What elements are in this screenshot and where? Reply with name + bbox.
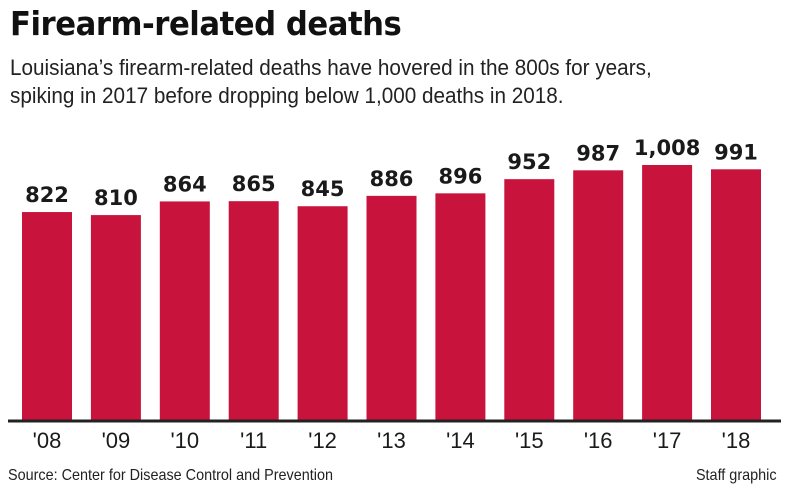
data-label: 1,008 xyxy=(634,136,700,160)
bar xyxy=(22,212,72,420)
data-label: 810 xyxy=(94,186,138,210)
x-tick-label: '08 xyxy=(33,428,62,453)
x-tick-label: '09 xyxy=(102,428,131,453)
x-tick-label: '13 xyxy=(377,428,406,453)
source-note: Source: Center for Disease Control and P… xyxy=(8,467,333,484)
data-label: 952 xyxy=(507,150,551,174)
data-label: 991 xyxy=(714,140,758,164)
x-tick-label: '17 xyxy=(653,428,682,453)
bar xyxy=(228,201,279,420)
bar xyxy=(297,206,348,420)
subtitle-line: Louisiana’s firearm-related deaths have … xyxy=(10,55,652,80)
chart-title: Firearm-related deaths xyxy=(10,4,402,43)
data-label: 886 xyxy=(370,167,414,191)
bar xyxy=(159,201,210,420)
bar xyxy=(573,170,624,420)
bar xyxy=(366,195,417,420)
x-tick-label: '15 xyxy=(515,428,544,453)
bar xyxy=(435,193,486,420)
data-label: 822 xyxy=(25,183,69,207)
x-tick-label: '12 xyxy=(308,428,337,453)
x-tick-label: '11 xyxy=(240,428,267,453)
bar xyxy=(90,215,141,420)
data-label: 865 xyxy=(232,172,276,196)
data-label: 896 xyxy=(438,164,482,188)
x-tick-label: '10 xyxy=(170,428,199,453)
bar xyxy=(711,169,761,420)
x-tick-label: '18 xyxy=(722,428,751,453)
bar xyxy=(642,165,693,420)
data-label: 864 xyxy=(163,172,207,196)
data-label: 845 xyxy=(301,177,345,201)
bar xyxy=(504,179,555,420)
x-tick-label: '16 xyxy=(584,428,613,453)
chart-subtitle: Louisiana’s firearm-related deaths have … xyxy=(10,54,652,110)
x-tick-label: '14 xyxy=(446,428,475,453)
data-label: 987 xyxy=(576,141,620,165)
credit-note: Staff graphic xyxy=(696,467,777,484)
subtitle-line: spiking in 2017 before dropping below 1,… xyxy=(10,83,564,108)
